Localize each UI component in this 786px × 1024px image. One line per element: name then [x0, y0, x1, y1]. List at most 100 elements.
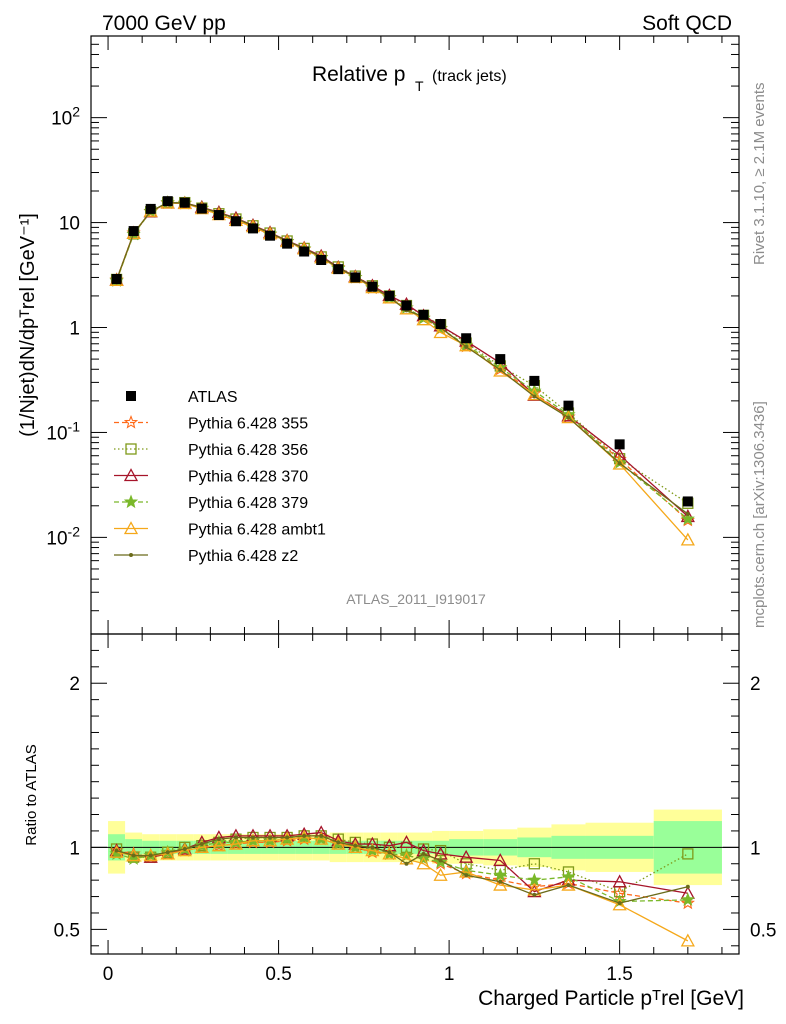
- main-series-point: [685, 511, 690, 516]
- ratio-series-point: [365, 843, 380, 857]
- main-series-point: [532, 394, 537, 399]
- ratio-series-line: [116, 835, 688, 904]
- data-point: [350, 272, 361, 283]
- ratio-series-point: [459, 849, 474, 863]
- ratio-series-point: [612, 897, 627, 911]
- data-point: [435, 319, 446, 330]
- data-point: [111, 273, 122, 284]
- ratio-series-point: [685, 884, 690, 889]
- ratio-series-point: [680, 892, 695, 906]
- ratio-series-point: [399, 835, 414, 849]
- ratio-series-point: [493, 853, 508, 867]
- ratio-series-point: [297, 830, 312, 844]
- ratio-series-point: [280, 831, 295, 845]
- plot-title-sub: T: [415, 78, 424, 94]
- ratio-series-point: [612, 874, 627, 888]
- ratio-series-point: [194, 839, 209, 853]
- data-point: [614, 439, 625, 450]
- data-point: [162, 196, 173, 207]
- data-point: [367, 281, 378, 292]
- ratio-series-point: [498, 879, 503, 884]
- data-point: [196, 203, 207, 214]
- legend-marker: [126, 391, 136, 401]
- plot-title: Relative p T (track jets): [312, 63, 507, 94]
- ratio-series-point: [314, 831, 329, 845]
- legend-label: Pythia 6.428 370: [188, 469, 308, 486]
- legend-label: ATLAS: [188, 389, 238, 406]
- ratio-series-point: [566, 883, 571, 888]
- data-point: [230, 216, 241, 227]
- legend-marker: [123, 521, 139, 535]
- plot-title-extra: (track jets): [432, 68, 507, 85]
- ratio-series-point: [528, 858, 541, 870]
- ratio-series-point: [561, 877, 576, 891]
- ratio-series-point: [416, 856, 431, 870]
- ratio-series-point: [438, 858, 443, 863]
- ratio-series-point: [262, 833, 278, 847]
- ratio-series-point: [245, 833, 261, 847]
- ratio-series-point: [216, 837, 221, 842]
- main-series-point: [464, 344, 469, 349]
- data-point: [282, 238, 293, 249]
- ratio-series-point: [251, 835, 255, 840]
- ratio-series-line: [116, 835, 689, 893]
- ratio-series-point: [527, 879, 542, 893]
- ratio-series-point: [199, 842, 204, 847]
- ratio-series-point: [682, 848, 694, 860]
- legend-marker: [123, 414, 139, 429]
- data-point: [563, 400, 574, 411]
- data-point: [299, 246, 310, 257]
- ratio-series-point: [131, 853, 136, 858]
- ratio-series-point: [382, 846, 397, 860]
- data-point: [495, 354, 506, 365]
- data-point: [682, 496, 693, 507]
- data-point: [248, 223, 258, 234]
- y-axis-label: (1/Njet)dN/dpᵀrel [GeV⁻¹]: [17, 213, 39, 437]
- legend-label: Pythia 6.428 356: [188, 442, 308, 459]
- header-right: Soft QCD: [642, 12, 732, 35]
- ratio-series-point: [148, 853, 153, 858]
- data-point: [179, 197, 190, 208]
- mcplots-label: mcplots.cern.ch [arXiv:1306.3436]: [751, 401, 768, 628]
- ratio-series-point: [353, 843, 358, 848]
- data-point: [265, 230, 276, 241]
- ratio-series-point: [228, 834, 244, 849]
- data-point: [128, 226, 139, 237]
- main-frame: [90, 35, 740, 635]
- data-point: [384, 290, 395, 301]
- ratio-series-point: [421, 851, 426, 856]
- rivet-label: Rivet 3.1.10, ≥ 2.1M events: [751, 83, 768, 266]
- ratio-tick-label: 1: [69, 838, 80, 859]
- ratio-tick-label-right: 2: [750, 674, 761, 695]
- main-series-point: [561, 410, 576, 424]
- ratio-tick-label: 0.5: [54, 920, 80, 941]
- ratio-y-axis-label: Ratio to ATLAS: [23, 744, 40, 845]
- y-tick-label: 10-1: [46, 418, 80, 444]
- y-tick-label: 10: [59, 214, 80, 235]
- main-series-point: [498, 367, 503, 372]
- data-point: [418, 309, 429, 320]
- ratio-series-point: [336, 840, 341, 845]
- ratio-tick-label-right: 0.5: [750, 920, 776, 941]
- x-tick-label: 0.5: [265, 964, 291, 985]
- ratio-series-point: [114, 848, 119, 853]
- ratio-series-point: [404, 861, 409, 866]
- ratio-series-point: [319, 833, 324, 838]
- main-series-line: [115, 201, 689, 520]
- ratio-series-point: [285, 835, 290, 840]
- legend-marker: [123, 494, 139, 509]
- ratio-tick-label-right: 1: [750, 838, 761, 859]
- ratio-series-point: [182, 846, 187, 851]
- main-series-point: [433, 325, 448, 339]
- main-series-line: [115, 201, 689, 515]
- header-left: 7000 GeV pp: [102, 12, 226, 35]
- y-tick-label: 1: [69, 319, 80, 340]
- x-tick-label: 0: [103, 964, 114, 985]
- main-series-point: [612, 456, 627, 470]
- main-series-point: [680, 532, 695, 546]
- main-plot: 0 0.5 1 1.5 10-2 10-1 1 10 102: [46, 35, 740, 985]
- ratio-plot: 0.5 0.5 1 1 2 2: [54, 633, 776, 955]
- legend-label: Pythia 6.428 z2: [188, 548, 298, 565]
- main-series-line: [115, 202, 689, 541]
